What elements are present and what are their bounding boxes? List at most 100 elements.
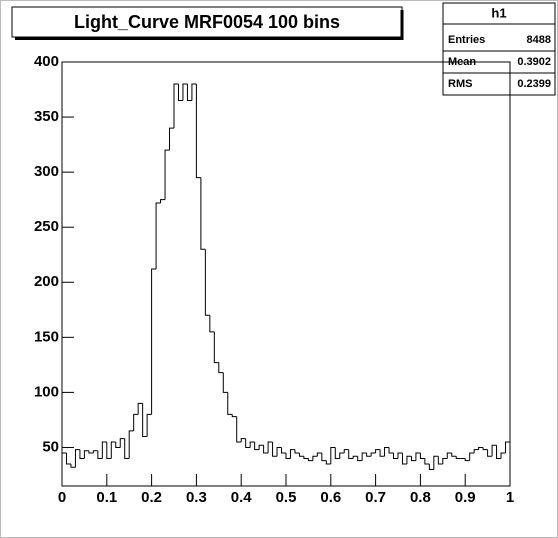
histogram-bin (92, 450, 98, 453)
histogram-bin (272, 441, 278, 457)
x-tick-label: 0.6 (320, 489, 341, 506)
histogram-bin (496, 445, 502, 459)
histogram-bin (151, 268, 157, 415)
histogram-bin (307, 458, 313, 462)
histogram-bin (505, 441, 510, 453)
histogram-bin (478, 446, 484, 450)
histogram-bin (388, 447, 394, 454)
histogram-bin (169, 127, 174, 151)
histogram-bin (348, 449, 354, 459)
histogram-bin (186, 84, 192, 102)
histogram-bin (142, 403, 148, 437)
histogram-bin (469, 452, 475, 461)
y-tick-label: 250 (34, 218, 59, 235)
histogram-bin (119, 438, 125, 448)
chart-title: Light_Curve MRF0054 100 bins (74, 12, 340, 32)
x-tick-label: 0.3 (186, 489, 207, 506)
histogram-bin (393, 452, 398, 459)
histogram-bin (128, 430, 134, 459)
histogram-bin (70, 463, 76, 468)
histogram-bin (285, 452, 291, 459)
x-tick-label: 0.7 (365, 489, 386, 506)
histogram-bin (276, 446, 282, 457)
histogram-bin (437, 456, 443, 465)
histogram-bin (115, 441, 121, 448)
histogram-bin (245, 438, 251, 448)
histogram-bin (160, 199, 166, 203)
histogram-bin (79, 449, 85, 459)
y-tick-label: 200 (34, 273, 59, 290)
histogram-bin (303, 456, 309, 459)
histogram-bin (334, 447, 340, 459)
histogram-bin (397, 452, 403, 459)
histogram-bin (65, 452, 71, 465)
histogram-bin (236, 416, 242, 443)
histogram-bin (110, 441, 116, 459)
x-tick-label: 0.5 (276, 489, 297, 506)
histogram-bin (249, 441, 255, 448)
histogram-bin (88, 450, 94, 454)
histogram-bin (231, 414, 237, 418)
histogram-bin (200, 177, 206, 250)
histogram-bin (343, 449, 349, 453)
histogram-bin (370, 452, 376, 457)
stats-value: 0.2399 (517, 78, 551, 90)
histogram-bin (218, 362, 224, 374)
histogram-bin (424, 458, 430, 465)
histogram-bin (375, 449, 381, 453)
histogram-bin (155, 202, 161, 270)
histogram-bin (289, 449, 295, 459)
histogram-bin (357, 456, 363, 462)
histogram-bin (195, 84, 201, 179)
histogram-bin (428, 463, 434, 470)
histogram-bin (406, 455, 412, 464)
y-tick-label: 50 (42, 438, 59, 455)
histogram-bin (263, 445, 269, 454)
histogram-bin (401, 452, 407, 465)
histogram-bin (321, 452, 327, 462)
y-tick-label: 350 (34, 108, 59, 125)
histogram-bin (209, 315, 215, 333)
x-tick-label: 0.9 (455, 489, 476, 506)
histogram-bin (482, 447, 488, 451)
stats-value: 8488 (527, 34, 551, 46)
histogram-bin (281, 447, 286, 454)
histogram-bin (366, 452, 372, 457)
histogram-bin (294, 449, 300, 454)
stats-title: h1 (491, 5, 506, 20)
title-box (11, 6, 403, 38)
histogram-bin (106, 441, 112, 459)
histogram-bin (361, 452, 367, 461)
histogram-bin (316, 452, 322, 457)
histogram-bin (487, 449, 493, 457)
histogram-bin (339, 452, 345, 459)
histogram-bin (101, 441, 107, 459)
histogram-bin (177, 84, 183, 102)
y-tick-label: 300 (34, 163, 59, 180)
histogram-bin (455, 456, 461, 459)
histogram-bin (451, 452, 457, 457)
histogram-bin (491, 444, 497, 457)
histogram-bin (61, 452, 67, 486)
stats-label: Entries (448, 34, 485, 46)
histogram-bin (74, 449, 80, 468)
histogram-bin (258, 444, 264, 450)
histogram-bin (97, 450, 103, 459)
stats-label: Mean (448, 56, 476, 68)
y-tick-label: 400 (34, 53, 59, 70)
histogram-bin (267, 441, 273, 453)
stats-box (442, 2, 556, 96)
histogram-bin (312, 455, 318, 461)
histogram-bin (213, 331, 219, 364)
histogram-bin (240, 438, 246, 442)
histogram-bin (325, 460, 331, 465)
y-tick-label: 100 (34, 383, 59, 400)
x-tick-label: 0.8 (410, 489, 431, 506)
histogram-bin (384, 446, 390, 457)
histogram-bin (433, 455, 439, 470)
x-tick-label: 0 (58, 489, 66, 506)
x-tick-label: 0.4 (231, 489, 253, 506)
histogram-bin (473, 449, 479, 453)
histogram-bin (146, 413, 152, 437)
